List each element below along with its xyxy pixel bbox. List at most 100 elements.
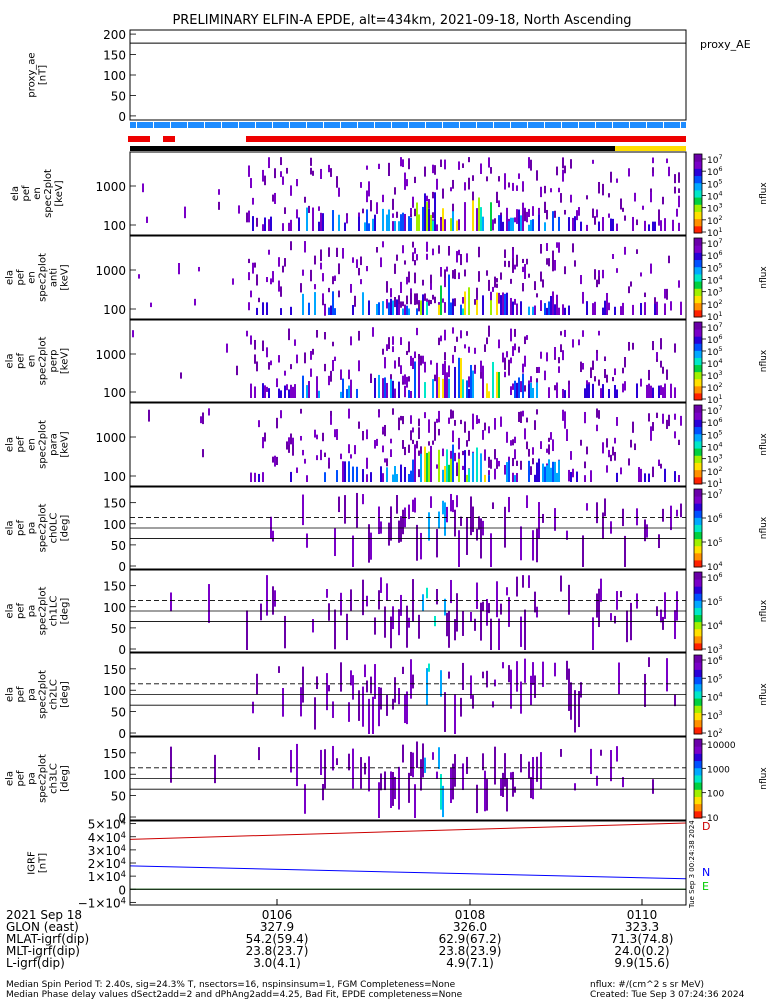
spectrogram-pixel	[288, 328, 290, 341]
spectrogram-low-energy-pixel	[288, 389, 290, 398]
spectrogram-low-energy-pixel	[482, 365, 484, 398]
spectrogram-pixel	[246, 330, 248, 337]
blue-bar-gap	[153, 122, 154, 128]
spectrogram-pixel	[492, 219, 494, 231]
pitch-angle-pixel	[540, 752, 542, 790]
spectrogram-pixel	[552, 250, 554, 258]
pitch-angle-pixel	[408, 504, 410, 520]
spectrogram-low-energy-pixel	[674, 387, 676, 398]
pitch-angle-pixel	[528, 575, 530, 588]
spectrogram-pixel	[666, 158, 668, 164]
spectrogram-pixel	[236, 365, 238, 376]
spectrogram-pixel	[486, 270, 488, 276]
spectrogram-pixel	[290, 241, 292, 251]
spectrogram-pixel	[536, 170, 538, 181]
pitch-angle-pixel	[490, 618, 492, 650]
spectrogram-pixel	[316, 434, 318, 440]
spectrogram-low-energy-pixel	[510, 217, 512, 231]
spectrogram-low-energy-pixel	[418, 359, 420, 398]
blue-bar-gap	[663, 122, 664, 128]
spectrogram-pixel	[336, 176, 338, 188]
spectrogram-pixel	[656, 352, 658, 360]
spectrogram-pixel	[508, 260, 510, 268]
spectrogram-pixel	[262, 437, 264, 449]
spectrogram-pixel	[430, 299, 432, 305]
y-axis-label: spec2plot	[38, 754, 49, 803]
spectrogram-pixel	[560, 193, 562, 203]
spectrogram-low-energy-pixel	[512, 472, 514, 482]
pitch-angle-pixel	[414, 784, 416, 818]
spectrogram-low-energy-pixel	[468, 287, 470, 315]
spectrogram-pixel	[426, 241, 428, 252]
pitch-angle-pixel	[570, 682, 572, 720]
spectrogram-pixel	[512, 263, 514, 273]
colorbar-segment	[694, 489, 702, 497]
spectrogram-pixel	[558, 187, 560, 193]
spectrogram-pixel	[454, 298, 456, 307]
spectrogram-low-energy-pixel	[440, 285, 442, 315]
pitch-angle-pixel	[666, 658, 668, 692]
spectrogram-low-energy-pixel	[516, 303, 518, 315]
spectrogram-pixel	[334, 429, 336, 438]
spectrogram-low-energy-pixel	[468, 388, 470, 398]
spectrogram-low-energy-pixel	[648, 473, 650, 482]
spectrogram-pixel	[414, 293, 416, 305]
spectrogram-pixel	[328, 287, 330, 293]
pitch-angle-pixel	[380, 773, 382, 791]
spectrogram-pixel	[522, 410, 524, 417]
pitch-angle-pixel	[426, 668, 428, 706]
pitch-angle-pixel	[362, 494, 364, 505]
spectrogram-low-energy-pixel	[364, 222, 366, 231]
spectrogram-low-energy-pixel	[672, 219, 674, 231]
blue-bar-gap	[595, 122, 596, 128]
spectrogram-pixel	[548, 258, 550, 267]
colorbar-tick-label: 105	[707, 262, 722, 274]
red-status-bar-2	[246, 136, 686, 142]
spectrogram-low-energy-pixel	[250, 383, 252, 398]
spectrogram-low-energy-pixel	[466, 380, 468, 398]
spectrogram-pixel	[558, 357, 560, 364]
y-axis-label: ch1LC	[49, 596, 60, 627]
spectrogram-pixel	[262, 169, 264, 182]
spectrogram-pixel	[148, 409, 150, 422]
spectrogram-pixel	[406, 376, 408, 388]
spectrogram-pixel	[290, 185, 292, 196]
spectrogram-pixel	[472, 413, 474, 424]
spectrogram-pixel	[278, 257, 280, 267]
spectrogram-pixel	[328, 459, 330, 469]
spectrogram-low-energy-pixel	[664, 218, 666, 231]
y-tick-label: 50	[111, 790, 126, 804]
spectrogram-pixel	[424, 412, 426, 419]
spectrogram-pixel	[292, 437, 294, 446]
table-cell: 3.0(4.1)	[253, 956, 301, 970]
spectrogram-low-energy-pixel	[564, 307, 566, 315]
spectrogram-pixel	[268, 249, 270, 255]
spectrogram-pixel	[642, 205, 644, 210]
y-tick-label: 0	[118, 110, 126, 124]
spectrogram-pixel	[358, 360, 360, 372]
spectrogram-pixel	[486, 337, 488, 345]
pitch-angle-pixel	[466, 517, 468, 555]
spectrogram-low-energy-pixel	[306, 475, 308, 482]
y-tick-label: 1000	[95, 348, 126, 362]
colorbar-tick-label: 102	[707, 728, 722, 740]
spectrogram-low-energy-pixel	[406, 305, 408, 315]
y-axis-label: spec2plot	[38, 420, 49, 469]
pitch-angle-pixel	[542, 513, 544, 523]
colorbar-label: nflux	[759, 433, 769, 456]
pitch-angle-pixel	[388, 522, 390, 546]
spectrogram-pixel	[438, 245, 440, 254]
spectrogram-pixel	[662, 366, 664, 374]
spectrogram-pixel	[430, 360, 432, 365]
spectrogram-pixel	[616, 417, 618, 426]
spectrogram-pixel	[350, 283, 352, 293]
spectrogram-pixel	[620, 467, 622, 475]
spectrogram-pixel	[532, 458, 534, 465]
colorbar-tick-label: 10000	[707, 741, 736, 751]
spectrogram-pixel	[346, 215, 348, 224]
spectrogram-pixel	[268, 362, 270, 370]
colorbar-tick-label: 106	[707, 513, 722, 525]
spectrogram-low-energy-pixel	[448, 274, 450, 315]
colorbar-segment	[694, 782, 702, 790]
colorbar-segment	[694, 586, 702, 594]
